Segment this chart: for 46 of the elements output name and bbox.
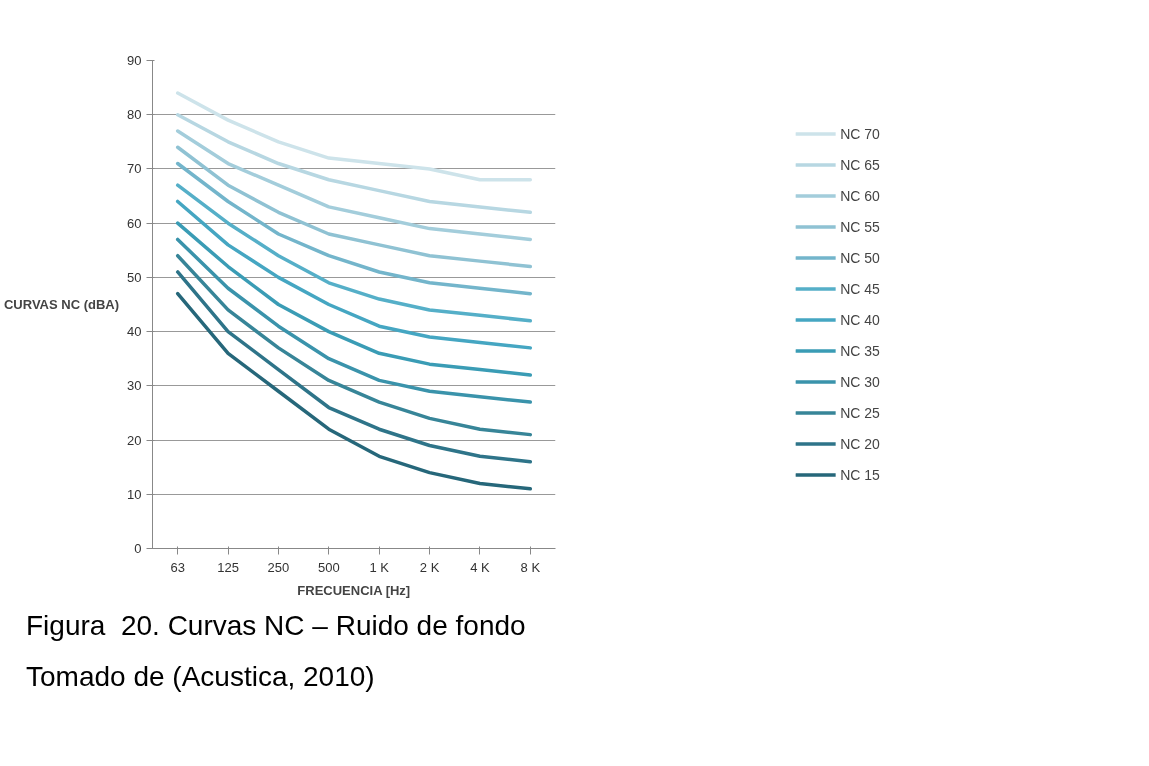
line-series	[175, 91, 533, 182]
legend-label: NC 40	[840, 311, 880, 328]
text: Tomado de (Acustica, 2010)	[26, 660, 375, 694]
line-series	[175, 183, 533, 323]
line-series	[175, 291, 533, 491]
y-tick-label: 0	[134, 541, 142, 556]
line-series	[175, 161, 533, 296]
x-tick-label: 4 K	[470, 559, 491, 575]
line-series	[175, 221, 533, 377]
y-tick-label: 40	[127, 324, 142, 340]
legend-label: NC 65	[840, 156, 880, 173]
line-series	[175, 253, 533, 437]
x-tick-label: 2 K	[419, 559, 440, 575]
legend-label: NC 20	[840, 435, 880, 452]
line-series	[175, 112, 533, 215]
legend-label: NC 55	[840, 218, 880, 235]
x-tick-label: 8 K	[520, 559, 541, 575]
line-series	[175, 237, 533, 404]
y-axis-title: CURVAS NC (dBA)	[3, 297, 120, 312]
line-series	[175, 199, 533, 350]
y-tick-label: 90	[127, 53, 142, 68]
y-tick-label: 20	[127, 432, 142, 448]
legend-label: NC 35	[840, 342, 880, 359]
x-tick-label: 1 K	[369, 559, 390, 575]
line-series	[175, 145, 533, 269]
x-tick-label: 250	[267, 559, 290, 575]
legend-label: NC 45	[840, 280, 880, 297]
y-tick-label: 10	[127, 486, 142, 502]
y-tick-label: 70	[127, 161, 142, 177]
legend-label: NC 15	[840, 466, 880, 483]
x-axis-title: FRECUENCIA [Hz]	[297, 582, 411, 598]
line-series	[175, 129, 533, 242]
x-tick-label: 500	[317, 559, 340, 575]
x-tick-label: 63	[170, 559, 185, 575]
legend-label: NC 50	[840, 249, 880, 266]
legend-label: NC 25	[840, 404, 880, 421]
y-tick-label: 30	[127, 378, 142, 394]
y-tick-label: 50	[127, 269, 142, 285]
legend-label: NC 70	[840, 125, 880, 142]
legend-label: NC 60	[840, 187, 880, 204]
y-tick-label: 60	[127, 215, 142, 231]
text: Figura 20. Curvas NC – Ruido de fondo	[26, 609, 526, 643]
x-tick-label: 125	[217, 559, 239, 575]
legend-label: NC 30	[840, 373, 880, 390]
y-tick-label: 80	[127, 107, 142, 123]
line-series	[175, 270, 533, 464]
